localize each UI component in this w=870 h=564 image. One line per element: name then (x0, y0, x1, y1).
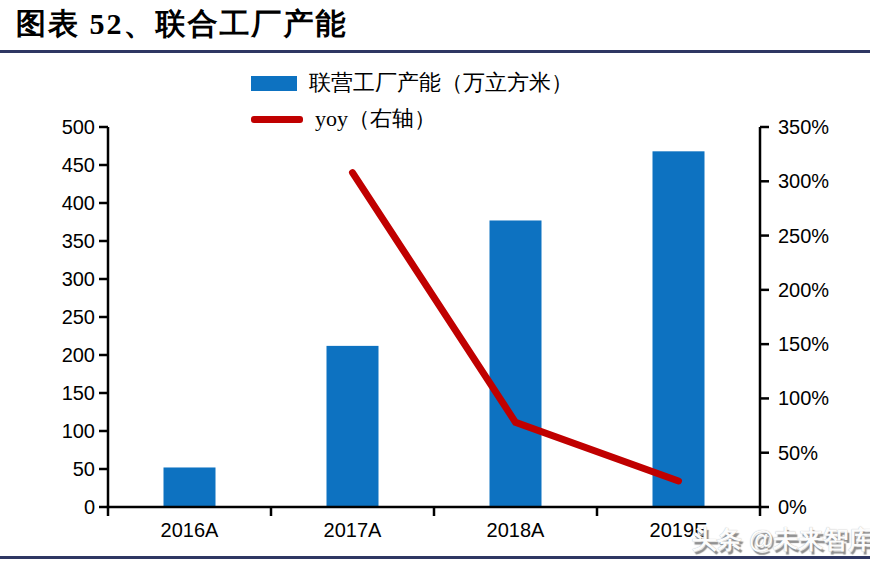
left-axis-tick-label: 100 (62, 420, 95, 442)
x-axis-category-label: 2018A (487, 519, 545, 541)
right-axis-tick-label: 100% (778, 387, 829, 409)
left-axis-tick-label: 450 (62, 154, 95, 176)
left-axis-tick-label: 150 (62, 382, 95, 404)
left-axis-tick-label: 300 (62, 268, 95, 290)
plot-area: 0 50 100 150 200 250 300 350 400 450 500 0% 50% 100% 1… (0, 0, 870, 564)
right-axis-tick-label: 250% (778, 225, 829, 247)
left-axis-tick-label: 500 (62, 116, 95, 138)
bar-2018A (490, 220, 542, 507)
left-axis-tick-label: 200 (62, 344, 95, 366)
left-axis-tick-label: 250 (62, 306, 95, 328)
right-axis-tick-label: 0% (778, 496, 807, 518)
right-axis-tick-label: 300% (778, 170, 829, 192)
x-axis-category-label: 2016A (161, 519, 219, 541)
right-axis-tick-label: 50% (778, 442, 818, 464)
left-axis-tick-label: 350 (62, 230, 95, 252)
right-axis-tick-label: 150% (778, 333, 829, 355)
bottom-divider (0, 556, 870, 559)
watermark: 头条 @未来智库 (692, 523, 870, 556)
left-axis-tick-label: 50 (73, 458, 95, 480)
bar-2016A (164, 467, 216, 507)
bar-2019E (653, 151, 705, 507)
x-axis-category-label: 2017A (324, 519, 382, 541)
left-axis-tick-label: 400 (62, 192, 95, 214)
bar-2017A (327, 346, 379, 507)
right-axis-tick-label: 350% (778, 116, 829, 138)
left-axis-tick-label: 0 (84, 496, 95, 518)
right-axis-tick-label: 200% (778, 279, 829, 301)
